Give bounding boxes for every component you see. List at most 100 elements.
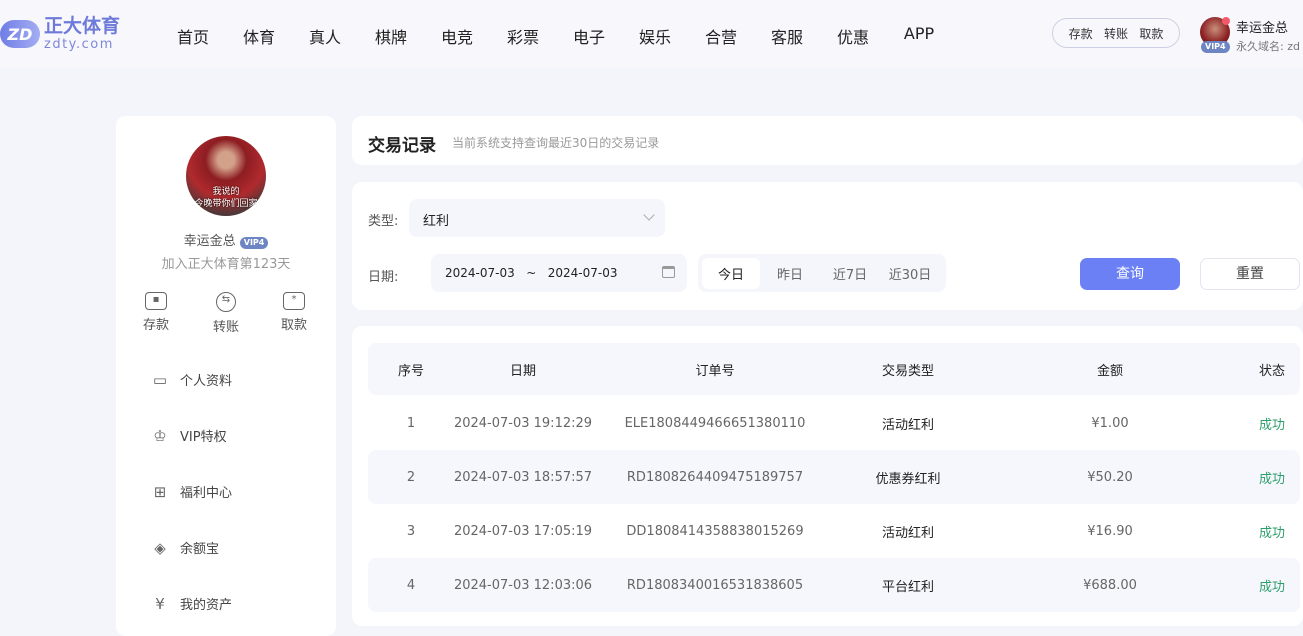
vip-badge: VIP4 bbox=[1201, 41, 1230, 53]
row-type: 活动红利 bbox=[881, 417, 935, 433]
menu-label: 福利中心 bbox=[180, 486, 233, 501]
withdraw-button[interactable]: * 取款 bbox=[264, 292, 324, 333]
row-order-id: ELE1808449466651380110 bbox=[624, 415, 806, 431]
type-label: 类型: bbox=[368, 214, 399, 229]
transfer-link[interactable]: 转账 bbox=[1103, 26, 1128, 41]
menu-label: 余额宝 bbox=[180, 542, 220, 557]
table-header: 序号 日期 订单号 交易类型 金额 状态 bbox=[368, 343, 1300, 395]
user-name[interactable]: 幸运金总 bbox=[1236, 21, 1289, 36]
column-header[interactable]: 交易类型 bbox=[881, 363, 935, 379]
nav-item[interactable]: 电子 bbox=[572, 28, 606, 47]
crown-icon: ♔ bbox=[153, 426, 167, 445]
date-to: 2024-07-03 bbox=[547, 266, 618, 280]
table-row: 1 2024-07-03 19:12:29 ELE18084494666513801… bbox=[368, 396, 1300, 450]
filter-panel: 类型: 红利 日期: 2024-07-03 ~ 2024-07-03 今日 昨日… bbox=[352, 182, 1303, 310]
deposit-label: 存款 bbox=[142, 318, 169, 333]
profile-avatar[interactable]: 我说的 今晚带你们回家 bbox=[186, 136, 266, 216]
logo-mark: ZD bbox=[0, 20, 40, 48]
gift-icon: ⊞ bbox=[153, 482, 167, 501]
user-name: 幸运金总 bbox=[183, 234, 236, 249]
date-label: 日期: bbox=[368, 270, 399, 285]
tab-7days[interactable]: 近7日 bbox=[832, 267, 868, 283]
transfer-button[interactable]: ⇆ 转账 bbox=[196, 292, 256, 335]
profile-name: 幸运金总 VIP4 bbox=[116, 230, 336, 249]
column-header[interactable]: 订单号 bbox=[695, 363, 735, 379]
nav-item[interactable]: 首页 bbox=[176, 28, 210, 47]
join-days: 加入正大体育第123天 bbox=[161, 257, 291, 272]
column-header[interactable]: 金额 bbox=[1096, 363, 1124, 379]
deposit-link[interactable]: 存款 bbox=[1068, 26, 1093, 41]
nav-item[interactable]: 真人 bbox=[308, 28, 342, 47]
date-from: 2024-07-03 bbox=[445, 266, 515, 280]
tab-30days[interactable]: 近30日 bbox=[888, 267, 932, 283]
nav-item[interactable]: 棋牌 bbox=[374, 28, 408, 47]
row-amount: ¥688.00 bbox=[1083, 577, 1137, 593]
nav-item[interactable]: 合营 bbox=[704, 28, 738, 47]
type-select[interactable]: 红利 bbox=[409, 199, 665, 237]
logo-domain: zdty.com bbox=[44, 37, 114, 52]
tab-today[interactable]: 今日 bbox=[702, 257, 760, 289]
menu-label: 个人资料 bbox=[180, 374, 233, 389]
fund-actions: 存款 转账 取款 bbox=[1052, 18, 1180, 48]
row-type: 优惠券红利 bbox=[875, 471, 941, 487]
menu-label: 我的资产 bbox=[180, 598, 233, 613]
row-status: 成功 bbox=[1258, 525, 1286, 541]
quick-date-tabs: 今日 昨日 近7日 近30日 bbox=[698, 254, 946, 292]
row-amount: ¥50.20 bbox=[1087, 469, 1133, 485]
id-card-icon: ▭ bbox=[152, 370, 168, 389]
row-index: 1 bbox=[406, 415, 416, 431]
vip-badge: VIP4 bbox=[239, 237, 269, 249]
nav-item[interactable]: 娱乐 bbox=[638, 28, 672, 47]
permanent-domain: 永久域名: zd bbox=[1236, 40, 1300, 53]
menu-welfare[interactable]: ⊞ 福利中心 bbox=[150, 482, 233, 502]
row-status: 成功 bbox=[1258, 579, 1286, 595]
top-header: ZD 正大体育 zdty.com 首页 体育 真人 棋牌 电竞 彩票 电子 娱乐 合营 客服 优惠 A… bbox=[0, 0, 1303, 68]
deposit-button[interactable]: ▪ 存款 bbox=[126, 292, 186, 333]
table-row: 4 2024-07-03 12:03:06 RD180834001653183860… bbox=[368, 558, 1300, 612]
transactions-table: 序号 日期 订单号 交易类型 金额 状态 1 2024-07-03 19:12:29 ELE18… bbox=[352, 326, 1303, 626]
wallet-icon: ▪ bbox=[145, 292, 167, 310]
notification-dot bbox=[1222, 17, 1230, 25]
page-subtitle: 当前系统支持查询最近30日的交易记录 bbox=[452, 136, 660, 150]
nav-item[interactable]: 彩票 bbox=[506, 28, 540, 47]
row-status: 成功 bbox=[1258, 471, 1286, 487]
type-value: 红利 bbox=[423, 214, 450, 229]
table-row: 3 2024-07-03 17:05:19 DD180841435883801526… bbox=[368, 504, 1300, 558]
tab-yesterday[interactable]: 昨日 bbox=[776, 267, 803, 283]
assets-icon: ¥ bbox=[155, 594, 165, 613]
date-separator: ~ bbox=[526, 266, 537, 280]
menu-yuebao[interactable]: ◈ 余额宝 bbox=[150, 538, 220, 558]
sidebar: 我说的 今晚带你们回家 幸运金总 VIP4 加入正大体育第123天 ▪ 存款 ⇆ 转… bbox=[116, 116, 336, 636]
column-header[interactable]: 序号 bbox=[397, 363, 425, 379]
logo[interactable]: ZD 正大体育 zdty.com bbox=[0, 14, 120, 54]
row-amount: ¥1.00 bbox=[1091, 415, 1129, 431]
nav-item[interactable]: APP bbox=[903, 24, 935, 43]
row-date: 2024-07-03 12:03:06 bbox=[453, 577, 593, 593]
withdraw-label: 取款 bbox=[280, 318, 307, 333]
transfer-label: 转账 bbox=[212, 320, 239, 335]
row-type: 活动红利 bbox=[881, 525, 935, 541]
column-header[interactable]: 状态 bbox=[1258, 363, 1286, 379]
nav-item[interactable]: 电竞 bbox=[440, 28, 474, 47]
menu-profile[interactable]: ▭ 个人资料 bbox=[150, 370, 233, 390]
nav-item[interactable]: 体育 bbox=[242, 28, 276, 47]
withdraw-link[interactable]: 取款 bbox=[1139, 26, 1164, 41]
menu-vip[interactable]: ♔ VIP特权 bbox=[150, 426, 227, 446]
table-row: 2 2024-07-03 18:57:57 RD180826440947518975… bbox=[368, 450, 1300, 504]
reset-button[interactable]: 重置 bbox=[1200, 258, 1300, 290]
row-status: 成功 bbox=[1258, 417, 1286, 433]
withdraw-icon: * bbox=[283, 292, 305, 310]
row-index: 3 bbox=[406, 523, 416, 539]
query-button[interactable]: 查询 bbox=[1080, 258, 1180, 290]
nav-item[interactable]: 优惠 bbox=[836, 28, 870, 47]
row-type: 平台红利 bbox=[881, 579, 935, 595]
menu-label: VIP特权 bbox=[180, 430, 227, 445]
column-header[interactable]: 日期 bbox=[509, 363, 537, 379]
row-date: 2024-07-03 19:12:29 bbox=[453, 415, 593, 431]
menu-assets[interactable]: ¥ 我的资产 bbox=[150, 594, 233, 614]
page-title: 交易记录 bbox=[368, 136, 436, 156]
nav-item[interactable]: 客服 bbox=[770, 28, 804, 47]
row-order-id: RD1808340016531838605 bbox=[626, 577, 804, 593]
date-range-picker[interactable]: 2024-07-03 ~ 2024-07-03 bbox=[431, 254, 687, 292]
row-order-id: DD1808414358838015269 bbox=[626, 523, 804, 539]
